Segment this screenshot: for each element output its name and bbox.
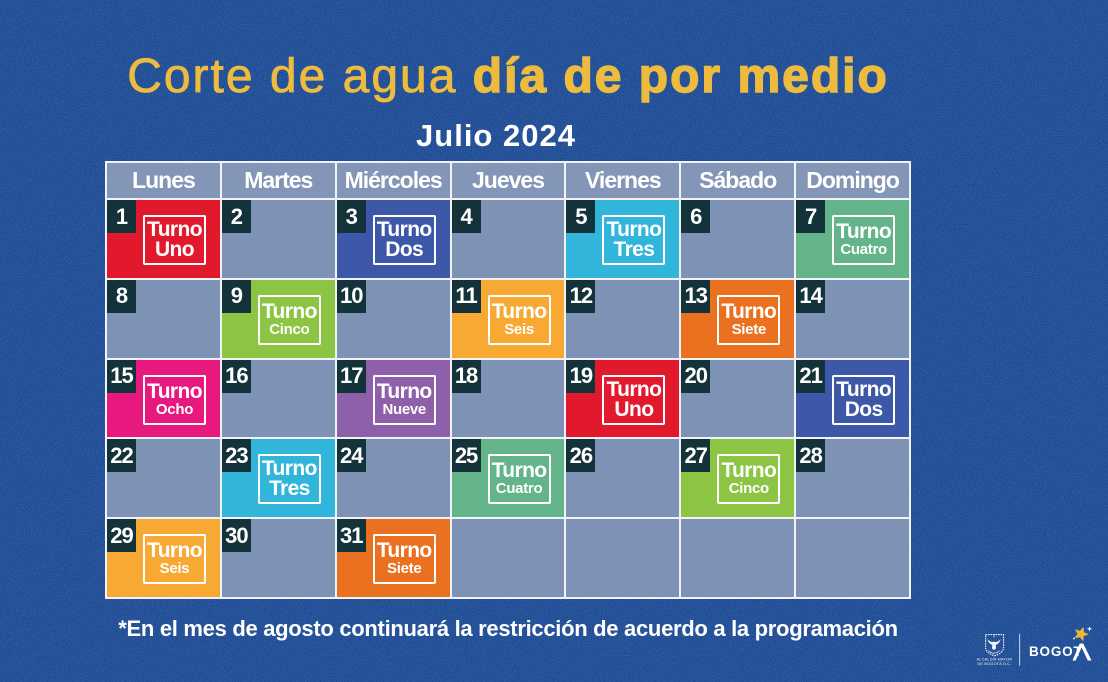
svg-text:DE BOGOTÁ D.C.: DE BOGOTÁ D.C. (977, 662, 1011, 666)
svg-text:ALCALDÍA MAYOR: ALCALDÍA MAYOR (977, 658, 1013, 662)
